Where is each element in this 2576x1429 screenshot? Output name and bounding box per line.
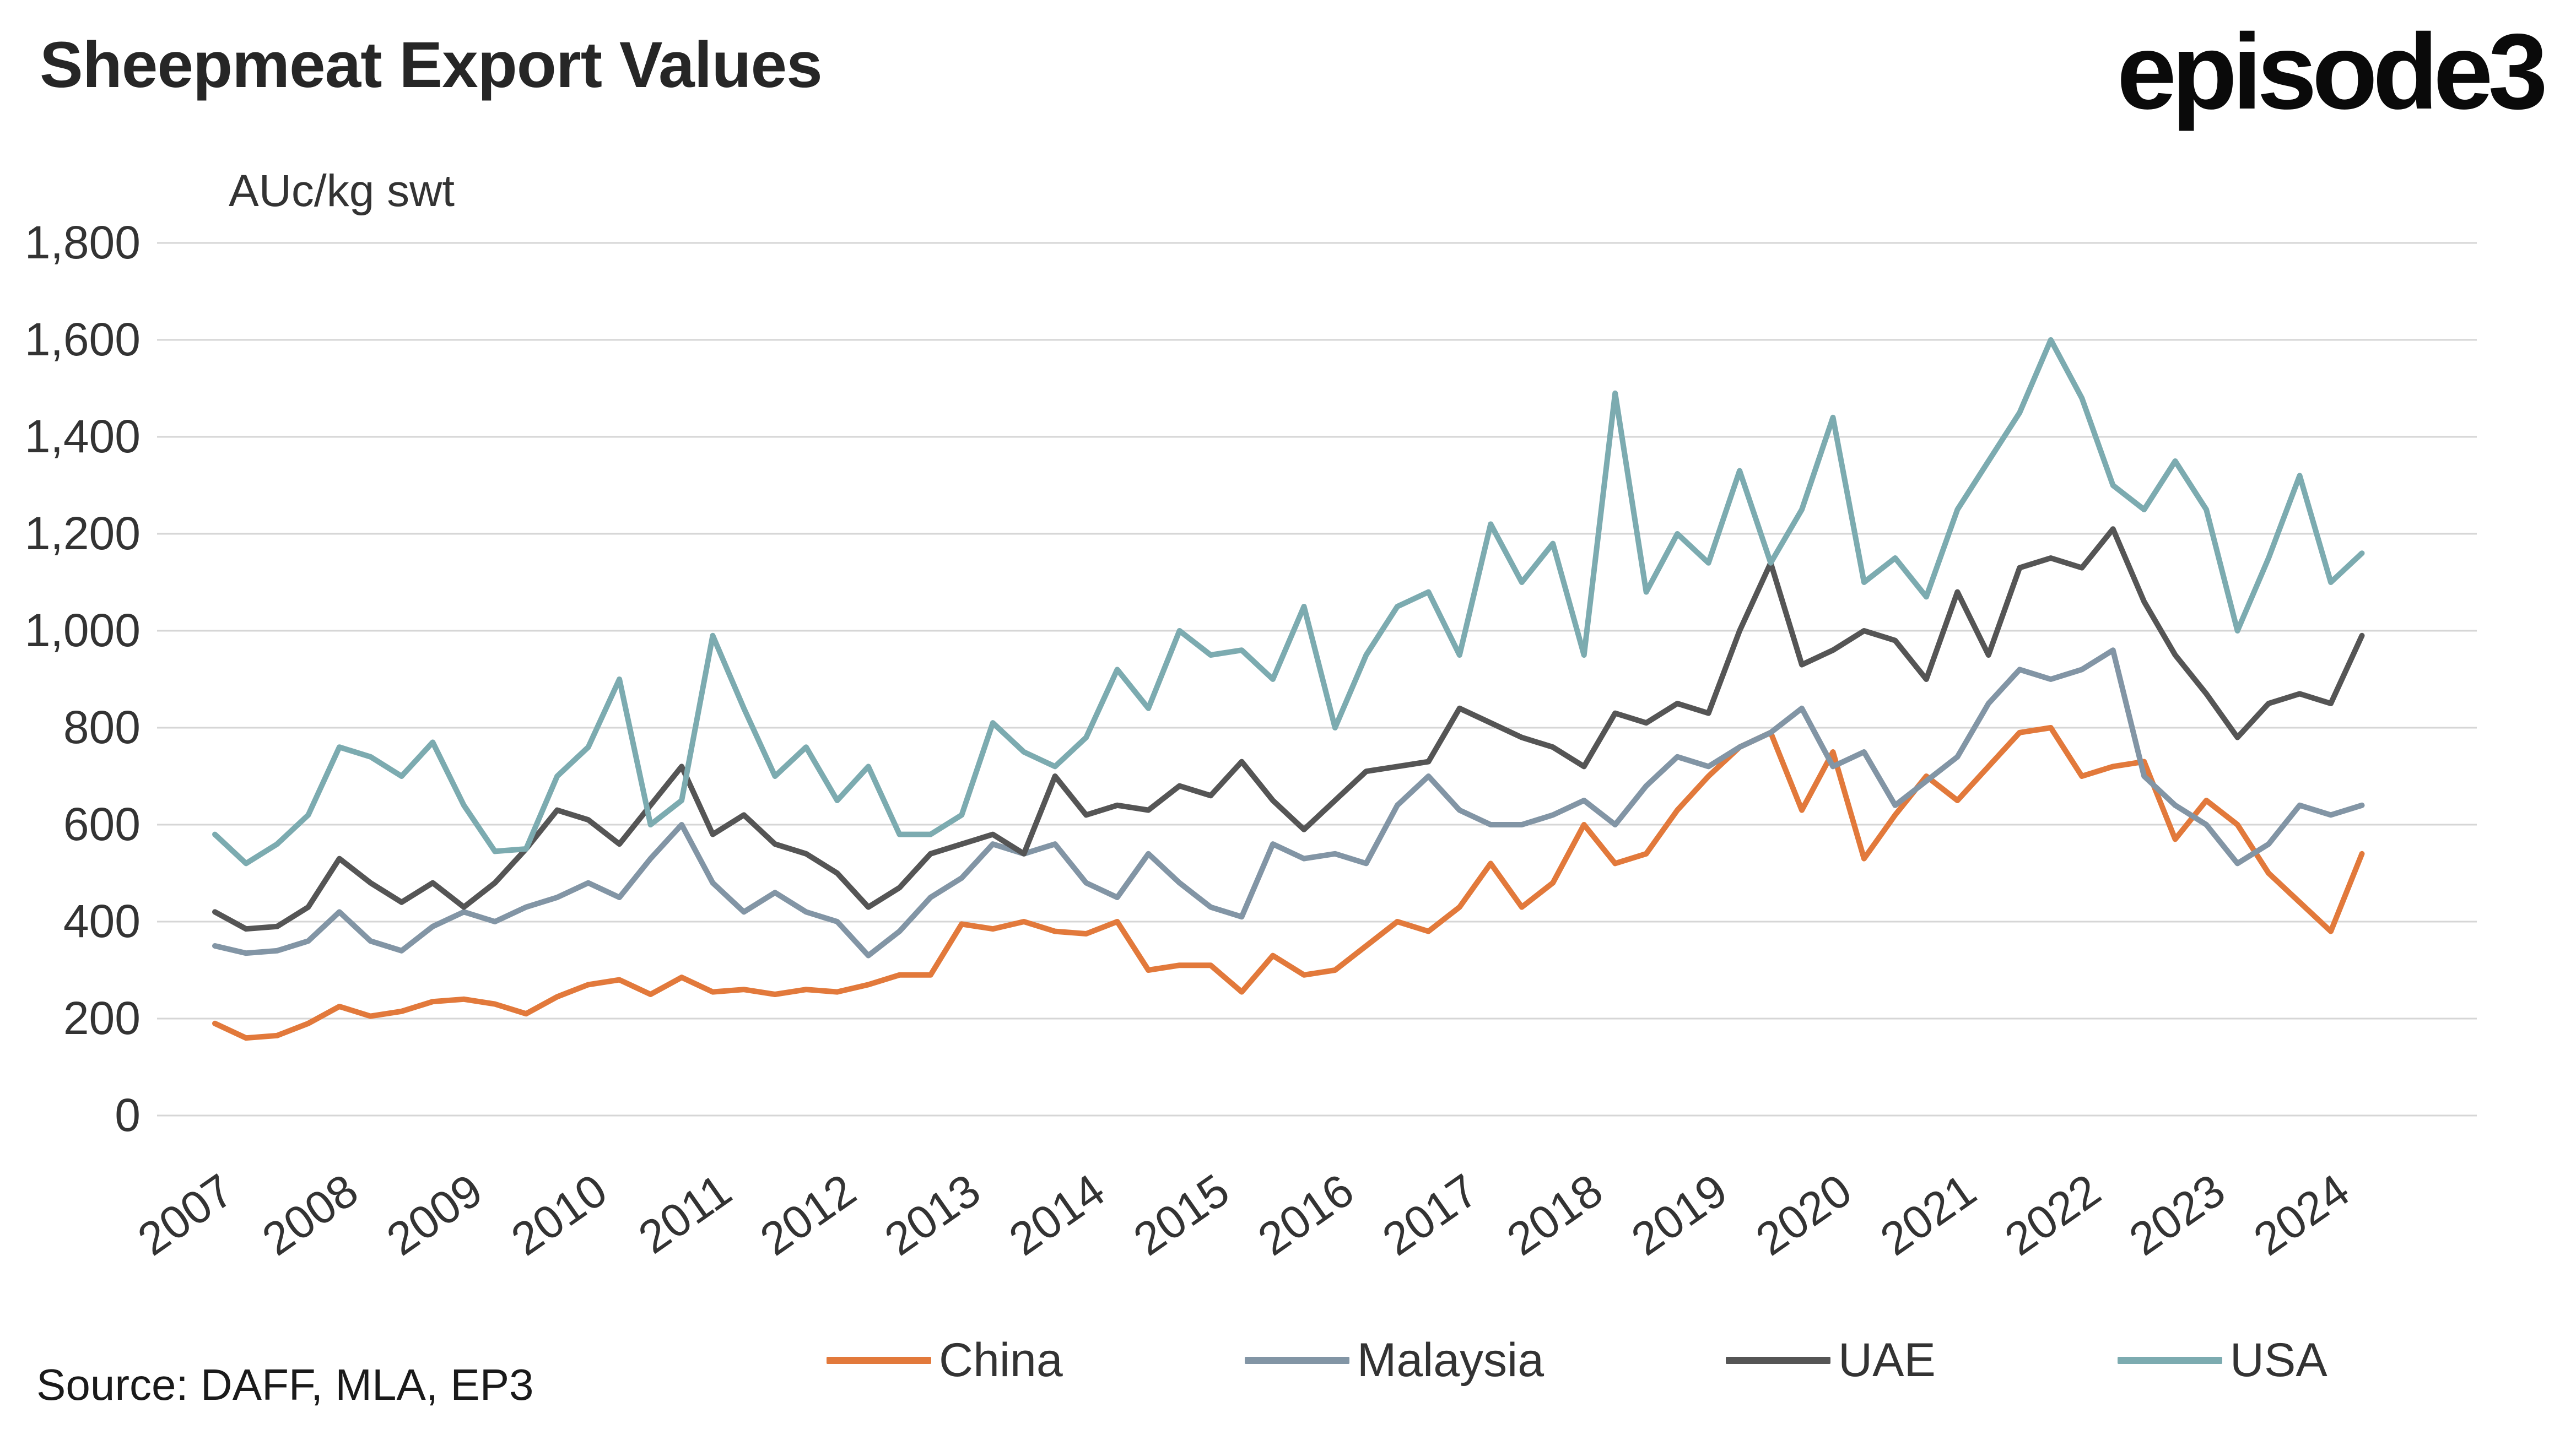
y-tick-label: 800 (63, 701, 141, 753)
legend-label-uae: UAE (1838, 1334, 1936, 1387)
legend-label-malaysia: Malaysia (1357, 1334, 1544, 1387)
legend-swatch-china (827, 1357, 931, 1364)
legend-item-malaysia: Malaysia (1244, 1333, 1544, 1388)
y-tick-label: 600 (63, 798, 141, 850)
series-line-uae (212, 526, 2365, 932)
x-tick-label: 2020 (1747, 1164, 1861, 1265)
x-tick-label: 2010 (502, 1164, 616, 1265)
legend-swatch-malaysia (1244, 1357, 1349, 1364)
y-tick-label: 1,000 (25, 604, 141, 656)
legend-label-usa: USA (2229, 1334, 2327, 1387)
y-tick-label: 1,200 (25, 507, 141, 559)
x-tick-label: 2018 (1498, 1164, 1612, 1265)
y-tick-label: 400 (63, 895, 141, 947)
series-line-usa (212, 337, 2365, 867)
y-tick-label: 1,600 (25, 313, 141, 365)
x-tick-label: 2007 (128, 1164, 242, 1265)
y-tick-label: 200 (63, 992, 141, 1044)
x-tick-label: 2023 (2120, 1164, 2234, 1265)
x-tick-label: 2022 (1996, 1164, 2110, 1265)
legend-item-usa: USA (2117, 1333, 2327, 1388)
x-tick-label: 2015 (1124, 1164, 1238, 1265)
x-tick-label: 2014 (1000, 1164, 1114, 1265)
chart-title: Sheepmeat Export Values (40, 29, 823, 101)
x-tick-label: 2008 (253, 1164, 367, 1265)
legend-item-uae: UAE (1726, 1333, 1936, 1388)
chart-legend: China Malaysia UAE USA (827, 1333, 2327, 1388)
x-tick-label: 2017 (1373, 1164, 1487, 1265)
source-note: Source: DAFF, MLA, EP3 (36, 1360, 534, 1409)
x-tick-label: 2016 (1249, 1164, 1363, 1265)
x-tick-label: 2009 (377, 1164, 492, 1265)
legend-swatch-usa (2117, 1357, 2222, 1364)
x-tick-label: 2021 (1871, 1164, 1985, 1265)
y-tick-label: 1,800 (25, 216, 141, 268)
legend-item-china: China (827, 1333, 1063, 1388)
x-tick-label: 2013 (876, 1164, 990, 1265)
x-tick-label: 2019 (1622, 1164, 1736, 1265)
episode3-logo: episode3 (2116, 12, 2548, 132)
y-tick-label: 1,400 (25, 410, 141, 462)
legend-swatch-uae (1726, 1357, 1831, 1364)
x-tick-label: 2011 (629, 1164, 741, 1264)
legend-label-china: China (939, 1334, 1063, 1387)
x-tick-label: 2024 (2244, 1164, 2358, 1265)
y-axis-unit-label: AUc/kg swt (229, 166, 455, 216)
x-tick-label: 2012 (751, 1164, 865, 1265)
y-tick-label: 0 (115, 1089, 141, 1141)
series-line-china (212, 725, 2365, 1041)
series-line-malaysia (212, 647, 2365, 959)
